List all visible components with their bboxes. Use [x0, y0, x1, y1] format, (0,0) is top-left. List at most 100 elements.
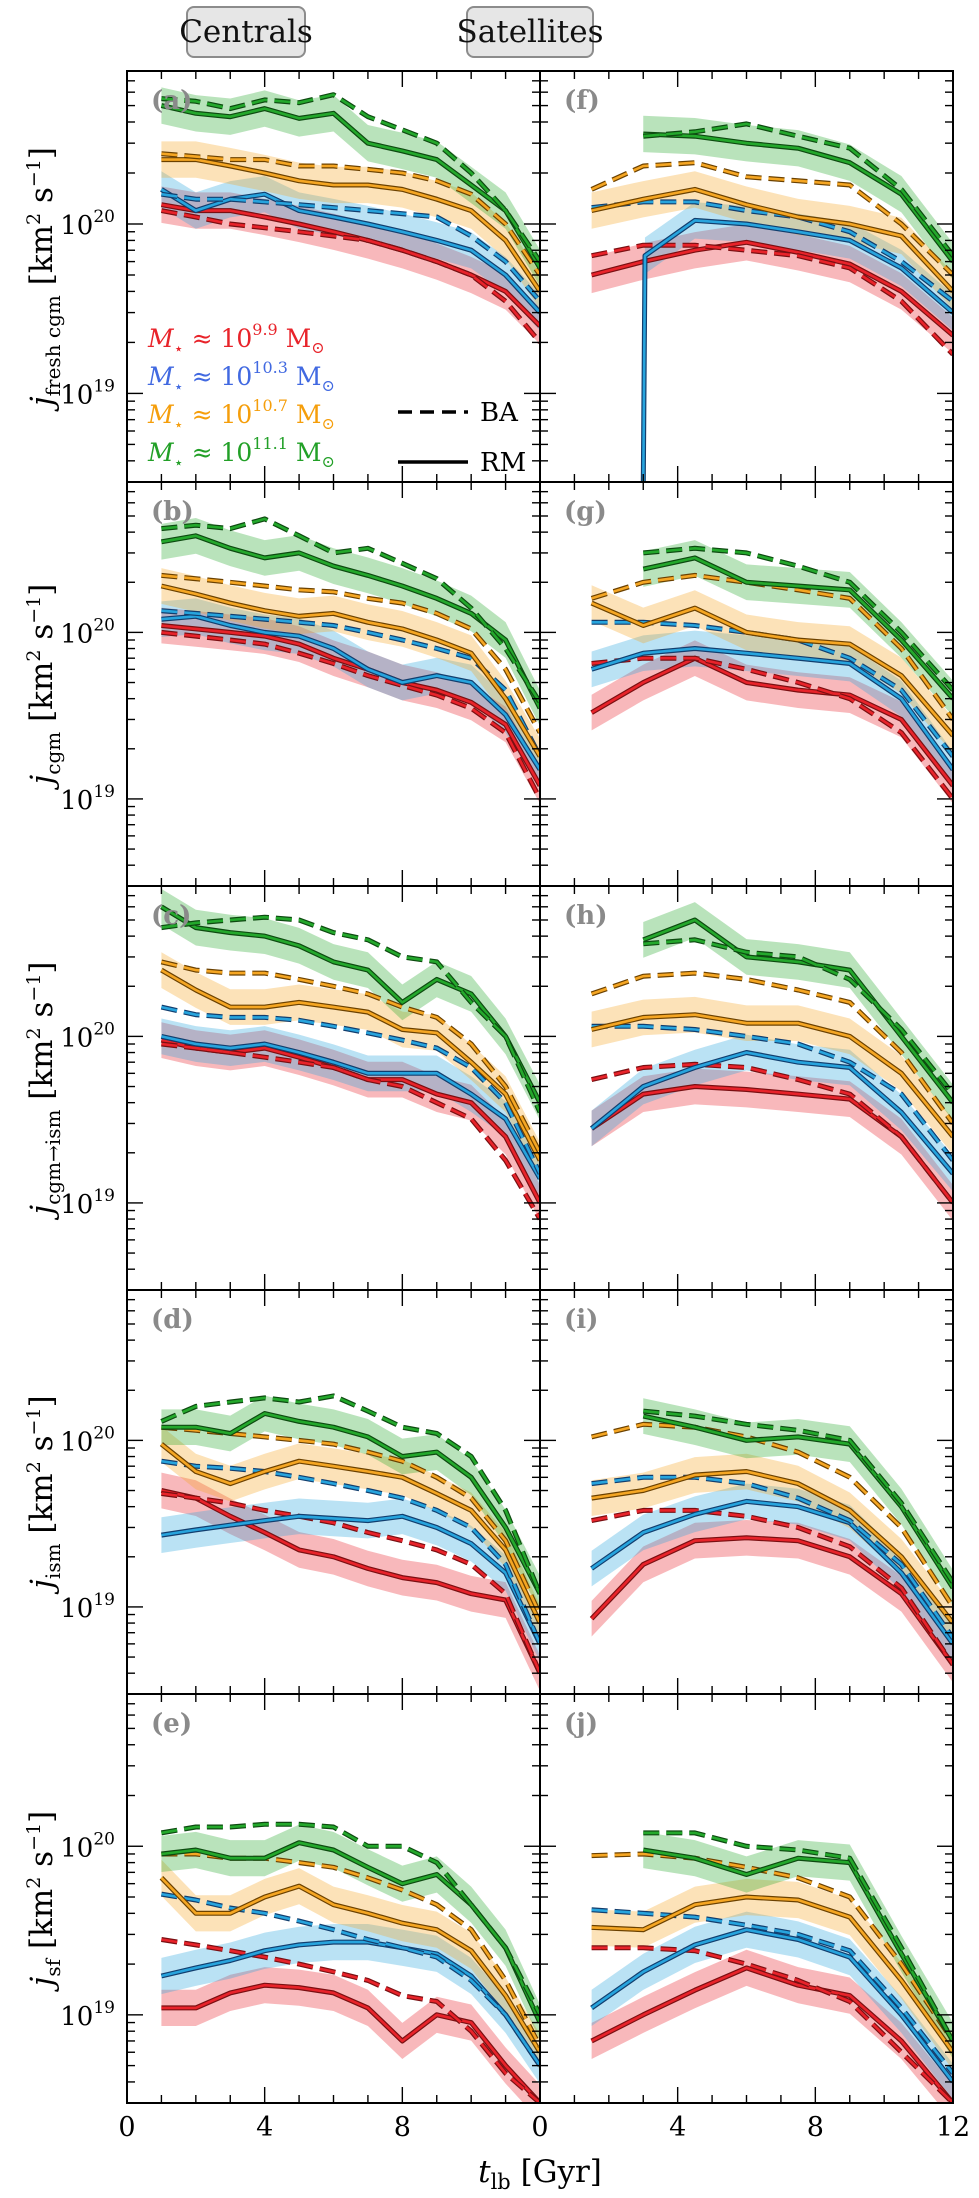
legend-label-ba: BA: [480, 398, 519, 428]
series-line-green-rm: [643, 132, 953, 263]
series-line-red-ba: [161, 1492, 540, 1674]
band-red: [161, 1967, 540, 2103]
series-line-green-ba: [643, 1831, 953, 2042]
band-blue: [161, 1498, 540, 1662]
series-line-green-ba: [161, 93, 540, 263]
panel-f: (f): [539, 70, 954, 483]
series-line-red-rm: [590, 1085, 953, 1204]
column-header-centrals: Centrals: [179, 6, 313, 58]
y-tick-label: 1020: [60, 207, 115, 241]
series-line-red-ba: [161, 1042, 540, 1220]
series-line-orange-rm: [591, 1470, 953, 1624]
series-line-red-ba: [161, 1938, 540, 2103]
series-line-red-ba: [591, 1946, 953, 2103]
series-line-red-ba: [591, 656, 953, 800]
series-line-orange-ba: [161, 1425, 540, 1616]
y-tick-label: 1019: [60, 1186, 115, 1220]
column-header-satellites: Satellites: [457, 6, 604, 58]
legend-label-rm: RM: [480, 448, 526, 478]
band-red: [591, 224, 953, 354]
series-line-red-rm: [590, 656, 953, 787]
series-line-blue-rm: [591, 647, 953, 771]
panel-letter: (c): [151, 901, 191, 931]
panel-letter: (g): [564, 497, 607, 527]
series-line-blue-rm: [160, 188, 540, 314]
series-line-orange-rm: [591, 1895, 953, 2053]
panel-letter: (i): [564, 1305, 598, 1335]
band-orange: [591, 1878, 953, 2071]
y-tick-label: 1019: [60, 1998, 115, 2032]
y-axis-label: jism [km2 s−1]: [23, 1395, 65, 1594]
band-blue: [161, 171, 540, 331]
series-line-blue-ba: [161, 192, 540, 303]
band-blue: [591, 1911, 953, 2101]
series-line-red-ba: [161, 631, 540, 800]
series-line-orange-rm: [591, 188, 953, 293]
series-line-red-ba: [161, 209, 540, 344]
series-line-orange-ba: [591, 1852, 953, 2042]
series-line-orange-rm: [161, 584, 540, 758]
series-line-red-rm: [161, 624, 540, 787]
series-line-blue-ba: [591, 200, 953, 303]
series-line-red-ba: [591, 1509, 953, 1666]
y-tick-label: 1019: [60, 782, 115, 816]
series-line-red-rm: [591, 241, 953, 337]
band-green: [161, 1395, 540, 1612]
band-blue: [161, 1924, 540, 2084]
series-line-green-ba: [161, 915, 540, 1113]
series-line-blue-rm: [161, 1515, 540, 1645]
legend-entry-11.1: M⋆ ≈ 1011.1 M⊙: [147, 434, 335, 472]
band-red: [591, 640, 953, 804]
x-tick-label: 4: [669, 2112, 686, 2143]
series-line-orange-rm: [160, 968, 540, 1161]
series-line-orange-rm: [160, 1876, 540, 2053]
series-line-red-rm: [591, 1966, 953, 2103]
series-line-orange-ba: [161, 1852, 540, 2048]
panel-letter: (d): [151, 1305, 194, 1335]
series-line-blue-rm: [590, 1051, 953, 1175]
panel-letter: (f): [564, 86, 600, 116]
band-orange: [591, 585, 953, 754]
series-line-red-rm: [161, 1489, 540, 1674]
series-line-green-ba: [161, 517, 540, 704]
series-line-green-rm: [643, 1414, 953, 1589]
y-axis-label: jcgm→ism [km2 s−1]: [23, 961, 65, 1220]
series-line-green-rm: [643, 556, 953, 700]
series-line-orange-rm: [160, 1443, 540, 1624]
series-line-orange-ba: [161, 152, 540, 276]
panel-j: (j): [539, 1693, 954, 2104]
series-line-orange-ba: [591, 971, 953, 1125]
x-tick-label: 0: [531, 2112, 548, 2143]
panel-g: (g): [539, 481, 954, 887]
band-red: [591, 1519, 953, 1683]
series-line-green-rm: [161, 1412, 540, 1595]
legend-entry-10.7: M⋆ ≈ 1010.7 M⊙: [147, 396, 335, 434]
series-line-orange-ba: [591, 161, 953, 276]
series-line-blue-rm: [161, 614, 540, 771]
series-line-blue-rm: [590, 1928, 953, 2083]
panel-letter: (h): [564, 901, 608, 931]
band-blue: [161, 1018, 540, 1197]
panel-letter: (e): [151, 1709, 192, 1739]
y-tick-label: 1019: [60, 376, 115, 410]
band-blue: [591, 1483, 953, 1662]
x-tick-label: 0: [118, 2112, 135, 2143]
series-line-blue-rm: [161, 1035, 540, 1180]
x-tick-label: 8: [807, 2112, 824, 2143]
series-line-green-rm: [160, 905, 540, 1104]
series-line-green-ba: [643, 1409, 953, 1584]
band-green: [643, 115, 953, 280]
series-line-green-rm: [642, 918, 953, 1104]
band-green: [643, 540, 953, 717]
band-green: [161, 1824, 540, 2041]
band-green: [643, 902, 953, 1121]
series-line-green-ba: [161, 1823, 540, 2016]
series-line-blue-ba: [591, 1908, 953, 2075]
series-line-green-ba: [643, 122, 953, 257]
x-axis-label: tlb [Gyr]: [478, 2154, 602, 2194]
